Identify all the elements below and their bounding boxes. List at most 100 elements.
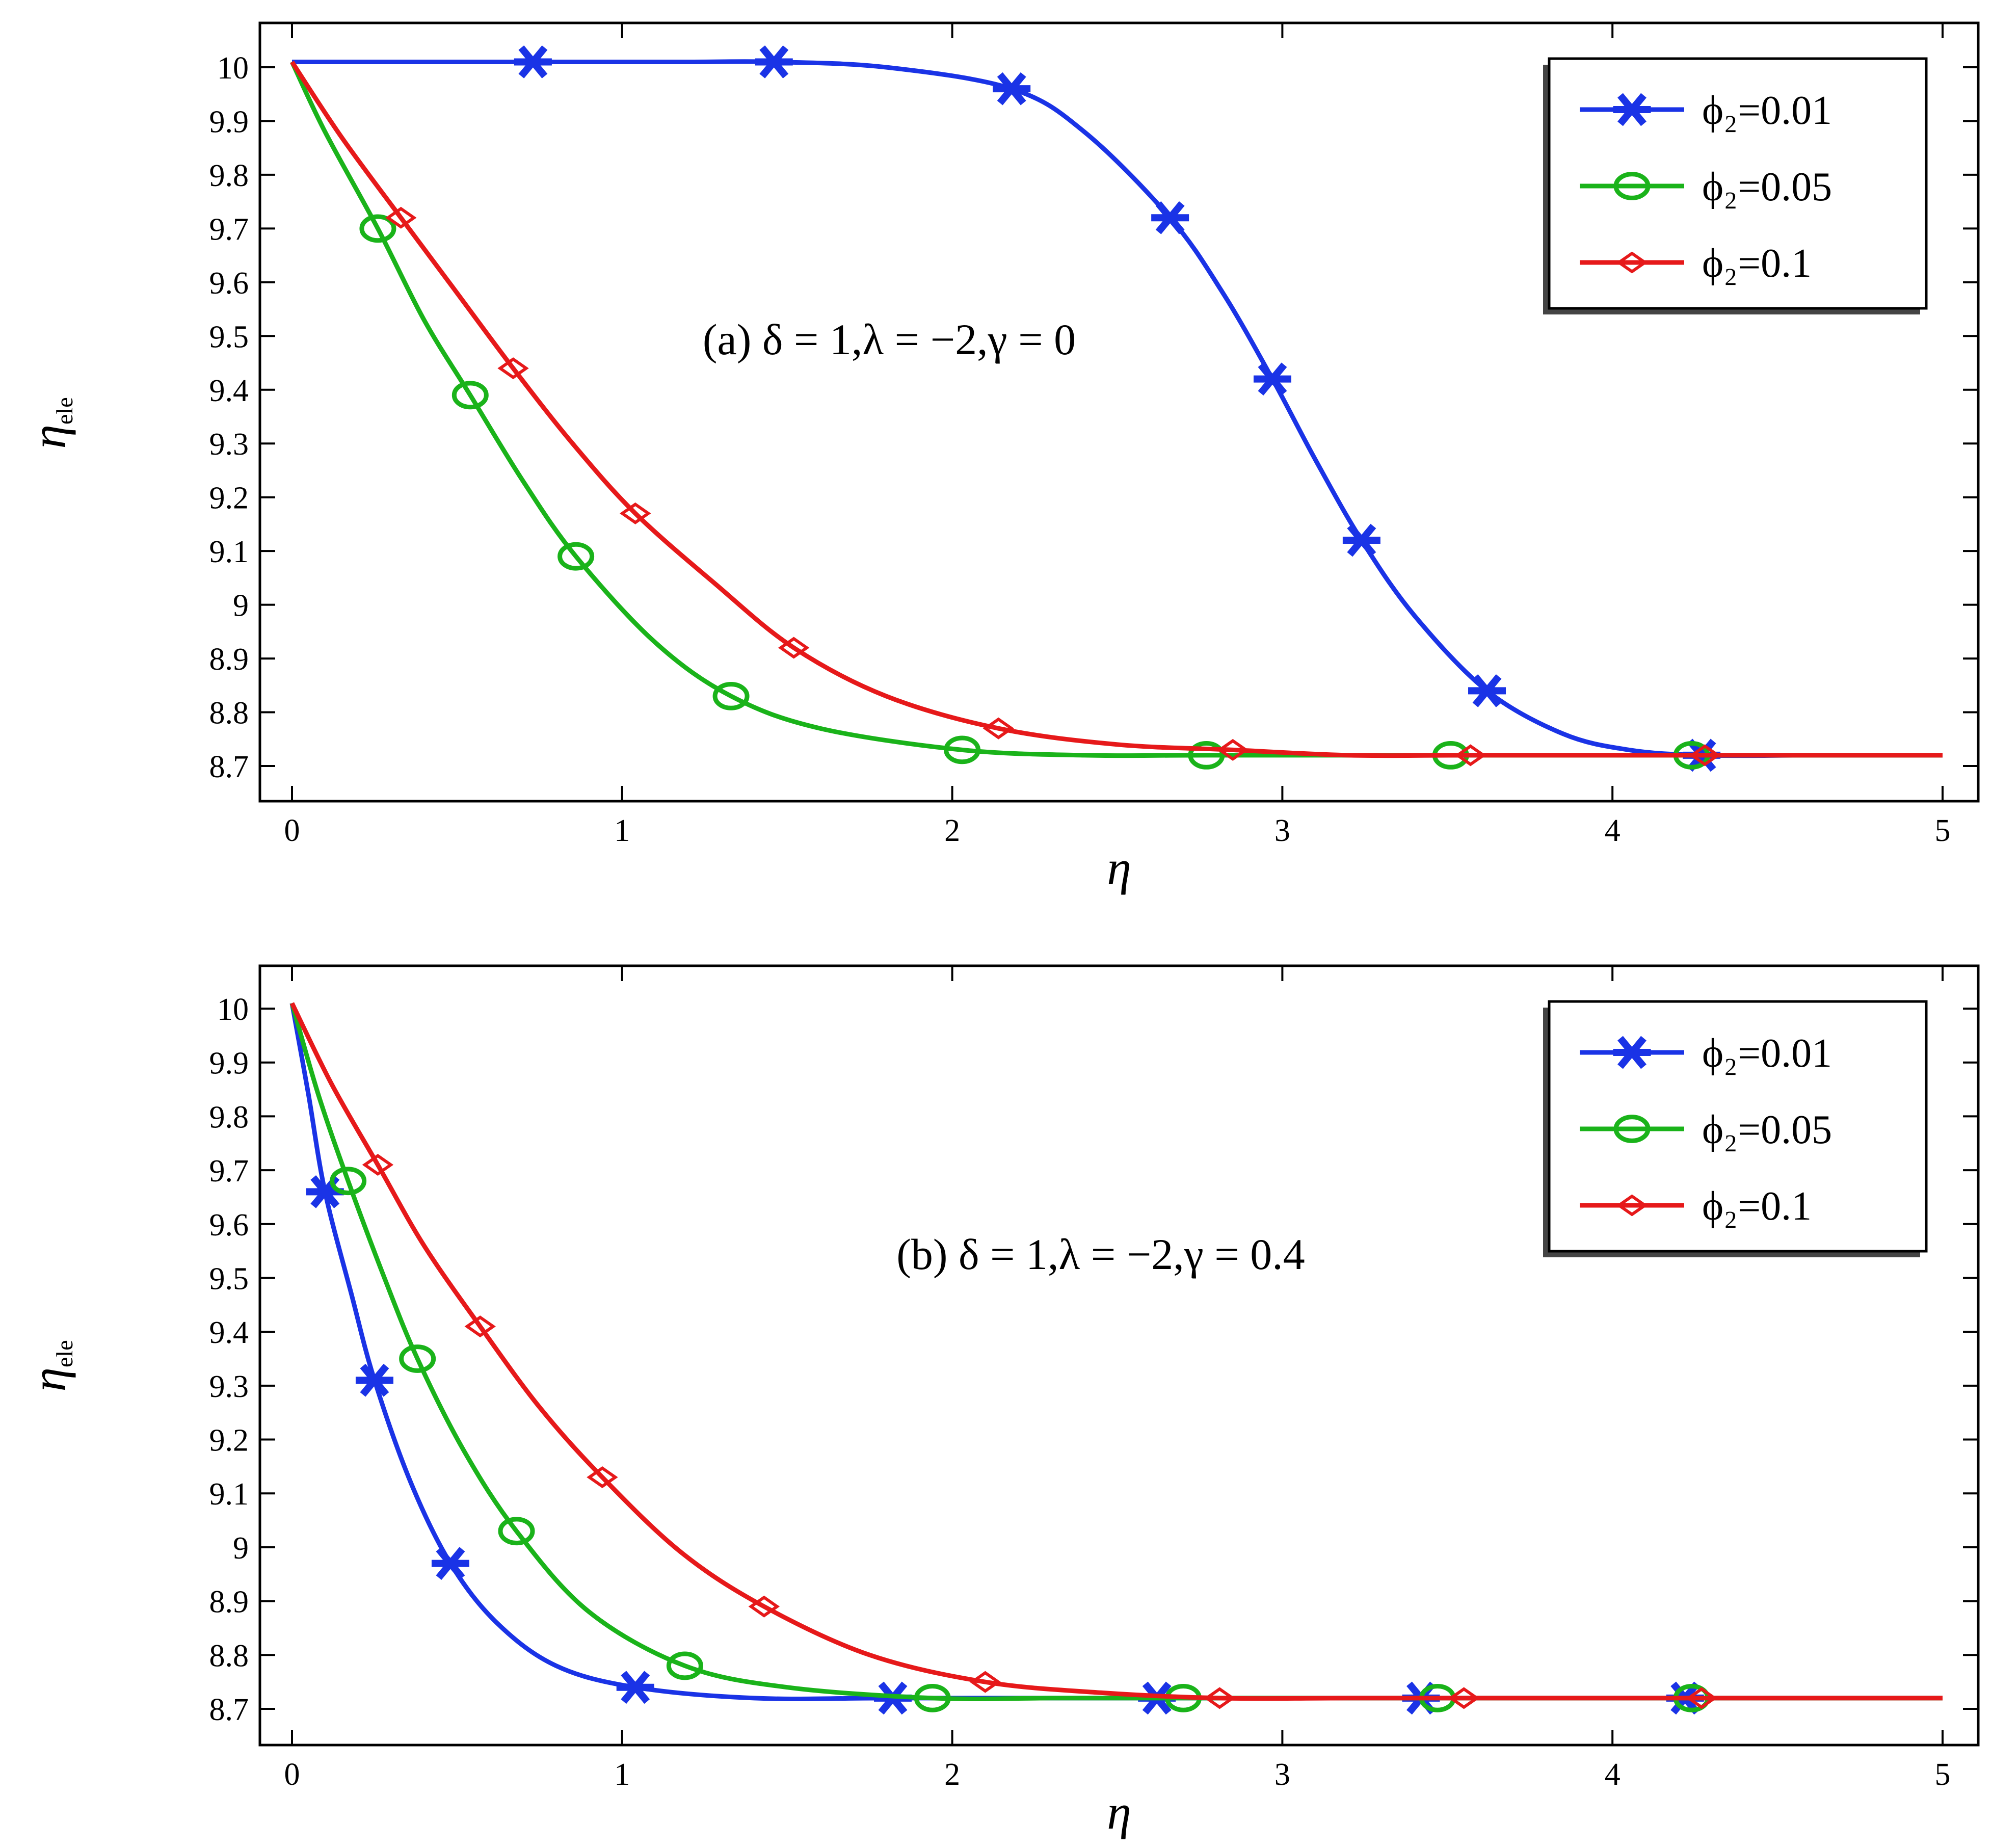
y-axis-label-main: η — [21, 425, 76, 449]
x-tick-label: 4 — [1605, 813, 1621, 848]
y-tick-label: 9.6 — [209, 266, 249, 301]
x-tick-label: 3 — [1274, 1757, 1290, 1792]
x-tick-label: 1 — [614, 813, 630, 848]
x-tick-label: 5 — [1935, 813, 1951, 848]
chart-panel-b: 0 1 2 3 4 5 8.7 8.8 8.9 9 9.1 9.2 9.3 9.4 9.5 9.6 9.7 9.8… — [21, 964, 1980, 1839]
x-tick-label: 0 — [284, 813, 300, 848]
y-tick-label: 9.8 — [209, 159, 249, 193]
data-point-marker — [1468, 674, 1506, 707]
data-point-marker — [514, 45, 552, 78]
series-line — [289, 1002, 1943, 1701]
y-axis-label: ηele — [21, 1340, 77, 1391]
data-point-marker — [1686, 1687, 1717, 1709]
y-tick-label: 9.5 — [209, 320, 249, 354]
data-point-marker — [464, 1315, 496, 1338]
panel-annotation: (b) δ = 1,λ = −2,γ = 0.4 — [896, 1230, 1305, 1279]
data-point-marker — [1151, 201, 1189, 234]
x-axis-label: η — [1107, 840, 1131, 895]
y-tick-label: 9.3 — [209, 427, 249, 462]
data-point-marker — [431, 1547, 469, 1580]
legend-marker — [1613, 1036, 1651, 1069]
data-point-marker — [619, 502, 651, 524]
data-point-marker — [355, 1363, 393, 1397]
data-point-marker — [1253, 362, 1291, 396]
y-tick-label: 9.8 — [209, 1100, 249, 1134]
y-tick-label: 9.2 — [209, 1423, 249, 1458]
y-tick-label: 9.5 — [209, 1261, 249, 1296]
data-point-marker — [1217, 738, 1249, 761]
y-tick-label: 9.6 — [209, 1208, 249, 1243]
y-tick-label: 9.3 — [209, 1369, 249, 1404]
y-tick-label: 10 — [217, 992, 249, 1027]
legend-marker — [1616, 1194, 1648, 1217]
data-point-marker — [914, 1683, 951, 1712]
panel-annotation: (a) δ = 1,λ = −2,γ = 0 — [703, 315, 1076, 364]
data-point-marker — [399, 1344, 436, 1373]
data-point-marker — [616, 1671, 654, 1704]
data-point-marker — [944, 735, 981, 764]
plot-frame — [258, 21, 1980, 803]
x-tick-label: 2 — [944, 813, 960, 848]
y-tick-label: 9.1 — [209, 535, 249, 569]
y-tick-label: 8.9 — [209, 642, 249, 677]
x-tick-label: 3 — [1274, 813, 1290, 848]
data-point-marker — [993, 72, 1031, 105]
x-tick-label: 4 — [1605, 1757, 1621, 1792]
data-point-marker — [666, 1651, 703, 1680]
data-point-marker — [1689, 744, 1721, 767]
data-point-marker — [557, 542, 595, 571]
y-axis-label-sub: ele — [51, 397, 77, 425]
data-point-marker — [778, 637, 810, 659]
data-point-marker — [712, 682, 750, 710]
y-tick-label: 9.2 — [209, 481, 249, 516]
data-point-marker — [497, 357, 529, 380]
y-tick-label: 9.7 — [209, 1154, 249, 1189]
data-point-marker — [498, 1517, 535, 1546]
data-point-marker — [982, 717, 1015, 740]
x-tick-label: 5 — [1935, 1757, 1951, 1792]
data-point-marker — [587, 1466, 618, 1489]
data-point-marker — [1204, 1687, 1236, 1709]
legend-entry: ϕ₂=0.1 — [1702, 1184, 1812, 1229]
series-line — [292, 59, 1943, 758]
legend-marker — [1616, 251, 1648, 274]
y-tick-label: 10 — [217, 51, 249, 86]
series-diamond — [289, 1002, 1943, 1709]
y-tick-label: 9.4 — [209, 1315, 249, 1350]
legend-entry: ϕ₂=0.01 — [1702, 88, 1832, 133]
x-tick-label: 2 — [944, 1757, 960, 1792]
data-point-marker — [1454, 744, 1486, 767]
y-tick-label: 9.4 — [209, 374, 249, 408]
legend-box — [1548, 1000, 1928, 1253]
x-axis-label: η — [1107, 1785, 1131, 1839]
data-point-marker — [1448, 1687, 1480, 1709]
series-line — [290, 61, 1943, 758]
y-tick-label: 9 — [233, 1531, 249, 1566]
data-point-marker — [748, 1595, 780, 1618]
chart-panel-a: 0 1 2 3 4 5 8.7 8.8 8.9 9 9.1 9.2 9.3 9.4 9.5 9.6 9.7 9.8… — [21, 21, 1980, 895]
y-tick-label: 8.8 — [209, 696, 249, 731]
y-tick-label: 8.7 — [209, 750, 249, 784]
data-point-marker — [755, 45, 793, 78]
x-tick-label: 1 — [614, 1757, 630, 1792]
legend-entry: ϕ₂=0.1 — [1702, 241, 1812, 286]
legend-box — [1548, 57, 1928, 310]
data-point-marker — [1188, 741, 1225, 770]
x-tick-label: 0 — [284, 1757, 300, 1792]
y-tick-label: 9 — [233, 589, 249, 623]
legend: ϕ₂=0.01 ϕ₂=0.05 ϕ₂=0.1 — [1543, 1000, 1928, 1257]
legend-entry: ϕ₂=0.01 — [1702, 1031, 1832, 1076]
legend-marker — [1613, 93, 1651, 126]
y-tick-label: 9.9 — [209, 104, 249, 139]
y-tick-label: 9.7 — [209, 212, 249, 247]
data-point-marker — [359, 214, 396, 243]
legend-entry: ϕ₂=0.05 — [1702, 1107, 1832, 1152]
legend-marker — [1613, 1115, 1651, 1143]
legend-marker — [1613, 172, 1651, 200]
series-star — [292, 45, 1943, 772]
data-point-marker — [385, 206, 417, 229]
data-point-marker — [362, 1153, 394, 1176]
y-tick-label: 8.9 — [209, 1585, 249, 1620]
data-point-marker — [1342, 523, 1380, 557]
